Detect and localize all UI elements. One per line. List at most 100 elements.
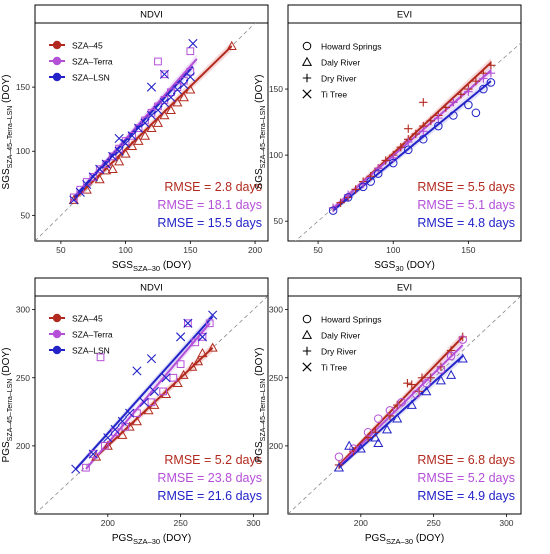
plot-area [35, 296, 268, 514]
x-tick-label: 50 [56, 245, 66, 255]
data-point [139, 397, 149, 407]
regression-line [338, 355, 464, 469]
legend-key-marker [302, 41, 312, 51]
data-point [403, 145, 413, 155]
data-point [197, 332, 208, 342]
x-axis-label: PGSSZA–30 (DOY) [365, 533, 444, 546]
data-point [89, 450, 98, 458]
y-tick-label: 300 [16, 305, 30, 315]
data-point [117, 429, 128, 439]
legend-label: SZA–45 [72, 314, 103, 324]
data-point [139, 130, 151, 140]
x-axis-label-sub: 30 [395, 264, 403, 273]
plot-area [35, 23, 256, 241]
data-point [456, 90, 466, 99]
data-point [185, 72, 195, 82]
y-axis-label-sub: SZA–45–Terra–LSN [260, 106, 267, 169]
y-tick-label: 300 [269, 305, 283, 315]
x-axis-label-sub: SZA–30 [386, 537, 413, 546]
data-point [358, 182, 368, 192]
y-axis-label-unit: (DOY) [1, 348, 12, 379]
data-point [159, 387, 168, 396]
data-point [385, 411, 395, 421]
data-point [127, 140, 138, 150]
legend-label: Ti Tree [321, 363, 347, 373]
data-point [226, 40, 237, 50]
legend-key-dot [52, 56, 62, 66]
y-tick-label: 50 [21, 210, 31, 220]
y-axis-label-sub: SZA–45–Terra–LSN [260, 379, 267, 442]
data-point [146, 82, 157, 92]
data-point [185, 84, 196, 94]
data-point [449, 98, 458, 107]
rmse-label: RMSE = 4.8 days [417, 216, 515, 230]
plot-area [288, 296, 521, 514]
data-point [336, 198, 345, 207]
data-point [370, 432, 381, 442]
data-point [108, 151, 118, 161]
rmse-label: RMSE = 5.1 days [417, 198, 515, 212]
data-point [389, 153, 398, 162]
data-point [404, 137, 413, 147]
regression-line [338, 336, 464, 466]
data-point [102, 160, 111, 168]
data-point [355, 443, 366, 453]
rmse-label: RMSE = 2.8 days [164, 180, 262, 194]
data-point [208, 310, 218, 320]
data-point [349, 444, 358, 453]
data-point [172, 85, 182, 95]
x-axis-label-unit: (DOY) [160, 260, 191, 271]
data-point [152, 117, 164, 127]
data-point [169, 373, 178, 382]
data-point [471, 108, 481, 118]
data-point [159, 97, 170, 108]
data-point [417, 373, 427, 382]
legend-key-dot [52, 72, 62, 82]
x-tick-label: 300 [499, 518, 513, 528]
data-point [161, 388, 172, 398]
data-point [114, 133, 124, 144]
y-tick-label: 200 [269, 441, 283, 451]
data-point [95, 165, 104, 174]
rmse-label: RMSE = 18.1 days [157, 198, 262, 212]
data-point [131, 416, 142, 426]
data-point [69, 195, 79, 205]
x-axis-label: PGSSZA–30 (DOY) [112, 533, 191, 546]
data-point [172, 97, 183, 107]
data-point [149, 386, 160, 396]
legend: SZA–45 SZA–Terra SZA–LSN [49, 314, 113, 356]
legend-label: Dry River [321, 74, 357, 84]
data-point [172, 377, 183, 388]
data-point [153, 105, 163, 115]
data-point [446, 369, 457, 379]
legend-label: Daly River [321, 58, 360, 68]
data-point [411, 129, 420, 139]
data-point [88, 172, 98, 182]
legend-key-marker [302, 346, 312, 356]
data-point [88, 449, 98, 459]
data-point [146, 122, 157, 133]
data-point [193, 356, 204, 366]
data-point [133, 123, 144, 133]
y-axis-label-sub: SZA–45–Terra–LSN [7, 106, 14, 169]
data-point [91, 451, 102, 461]
x-tick-label: 100 [386, 245, 400, 255]
panel-strip-label: NDVI [140, 283, 163, 294]
data-point [183, 318, 193, 328]
x-tick-label: 150 [461, 245, 475, 255]
regression-line [75, 315, 214, 470]
data-point [149, 399, 160, 409]
data-point [419, 134, 428, 144]
data-point [76, 185, 85, 194]
plot-frame [287, 22, 522, 242]
x-axis-label-main: SGS [374, 260, 395, 271]
data-point [176, 360, 185, 368]
data-point [71, 464, 81, 474]
data-point [184, 319, 192, 328]
y-tick-label: 150 [16, 82, 30, 92]
data-point [146, 354, 157, 364]
rmse-label: RMSE = 6.8 days [417, 453, 515, 467]
